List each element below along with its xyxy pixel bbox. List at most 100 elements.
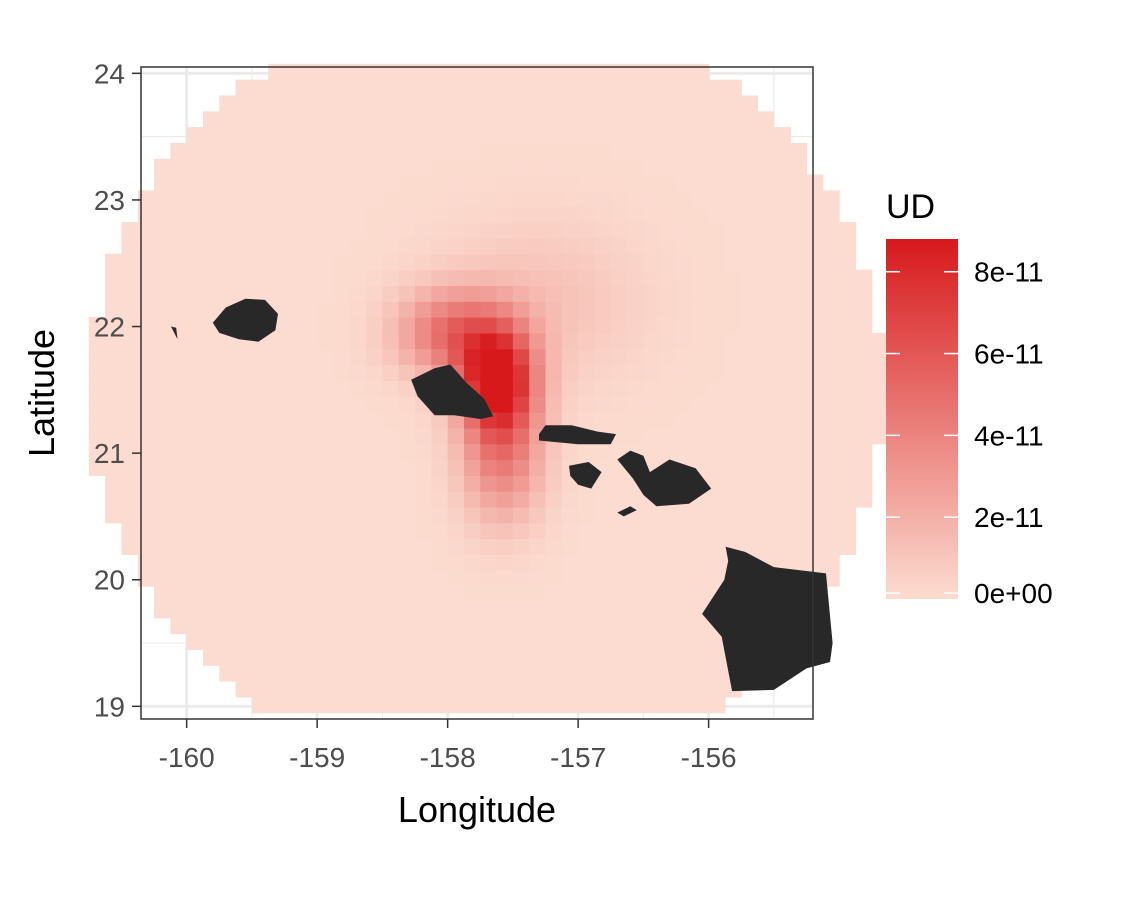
ud-cell [545,522,563,540]
ud-cell [154,459,171,476]
ud-cell [724,427,742,445]
island-niihau [171,326,178,340]
ud-cell [855,301,873,318]
ud-cell [170,570,188,587]
ud-cell [251,396,269,413]
ud-cell [708,554,726,571]
ud-cell [317,491,335,508]
y-tick-label: 24 [94,58,125,89]
ud-cell [529,475,547,492]
ud-cell [219,348,237,366]
ud-cell [463,586,481,603]
ud-cell [675,301,693,318]
ud-cell [154,522,171,540]
ud-cell [398,364,416,381]
ud-cell [610,396,628,413]
ud-cell [463,158,481,176]
ud-cell [398,506,416,524]
ud-cell [349,506,367,524]
ud-cell [251,538,269,556]
ud-cell [724,317,742,334]
ud-cell [284,174,302,192]
ud-cell [480,506,498,524]
ud-cell [692,222,710,239]
ud-cell [366,681,383,698]
ud-cell [806,522,824,540]
ud-cell [398,681,416,698]
ud-cell [773,285,791,302]
ud-cell [366,633,383,650]
ud-cell [871,396,889,413]
ud-cell [708,443,726,461]
ud-cell [251,696,269,714]
ud-cell [284,142,302,160]
ud-cell [512,237,530,255]
ud-cell [88,380,106,397]
ud-cell [496,617,514,635]
ud-cell [594,364,612,381]
ud-cell [708,285,726,302]
ud-cell [251,491,269,508]
ud-cell [529,285,547,302]
ud-cell [610,522,628,540]
ud-cell [480,364,498,381]
ud-cell [415,586,432,603]
ud-cell [496,522,514,540]
ud-cell [398,237,416,255]
ud-cell [496,491,514,508]
ud-cell [382,142,400,160]
ud-cell [333,411,351,429]
ud-cell [235,348,253,366]
ud-cell [235,174,253,192]
ud-cell [333,427,351,445]
ud-cell [659,506,677,524]
ud-cell [202,586,220,603]
ud-cell [105,506,123,524]
ud-cell [447,475,465,492]
ud-cell [692,411,710,429]
ud-cell [578,411,596,429]
ud-cell [235,222,253,239]
ud-cell [186,475,204,492]
ud-cell [398,665,416,682]
ud-cell [675,538,693,556]
ud-cell [317,127,335,144]
ud-cell [773,554,791,571]
ud-cell [431,665,449,682]
ud-cell [675,174,693,192]
ud-cell [137,396,155,413]
ud-cell [317,269,335,286]
ud-cell [219,554,237,571]
ud-cell [186,617,204,635]
ud-cell [692,570,710,587]
ud-cell [480,586,498,603]
ud-cell [773,538,791,556]
ud-cell [317,586,335,603]
ud-cell [839,411,857,429]
ud-cell [512,269,530,286]
ud-cell [578,617,596,635]
ud-cell [692,617,710,635]
ud-cell [594,681,612,698]
ud-cell [137,332,155,350]
ud-cell [349,411,367,429]
ud-cell [186,222,204,239]
ud-cell [105,301,123,318]
ud-cell [366,79,383,97]
ud-cell [480,237,498,255]
ud-cell [741,475,759,492]
x-tick-label: -159 [289,742,345,773]
ud-cell [366,522,383,540]
ud-cell [219,665,237,682]
ud-cell [659,427,677,445]
ud-cell [137,285,155,302]
ud-cell [268,522,286,540]
ud-cell [251,127,269,144]
ud-cell [480,696,498,714]
ud-cell [529,506,547,524]
ud-cell [235,285,253,302]
ud-cell [398,95,416,112]
ud-cell [839,443,857,461]
ud-cell [529,206,547,223]
y-tick-label: 20 [94,565,125,596]
